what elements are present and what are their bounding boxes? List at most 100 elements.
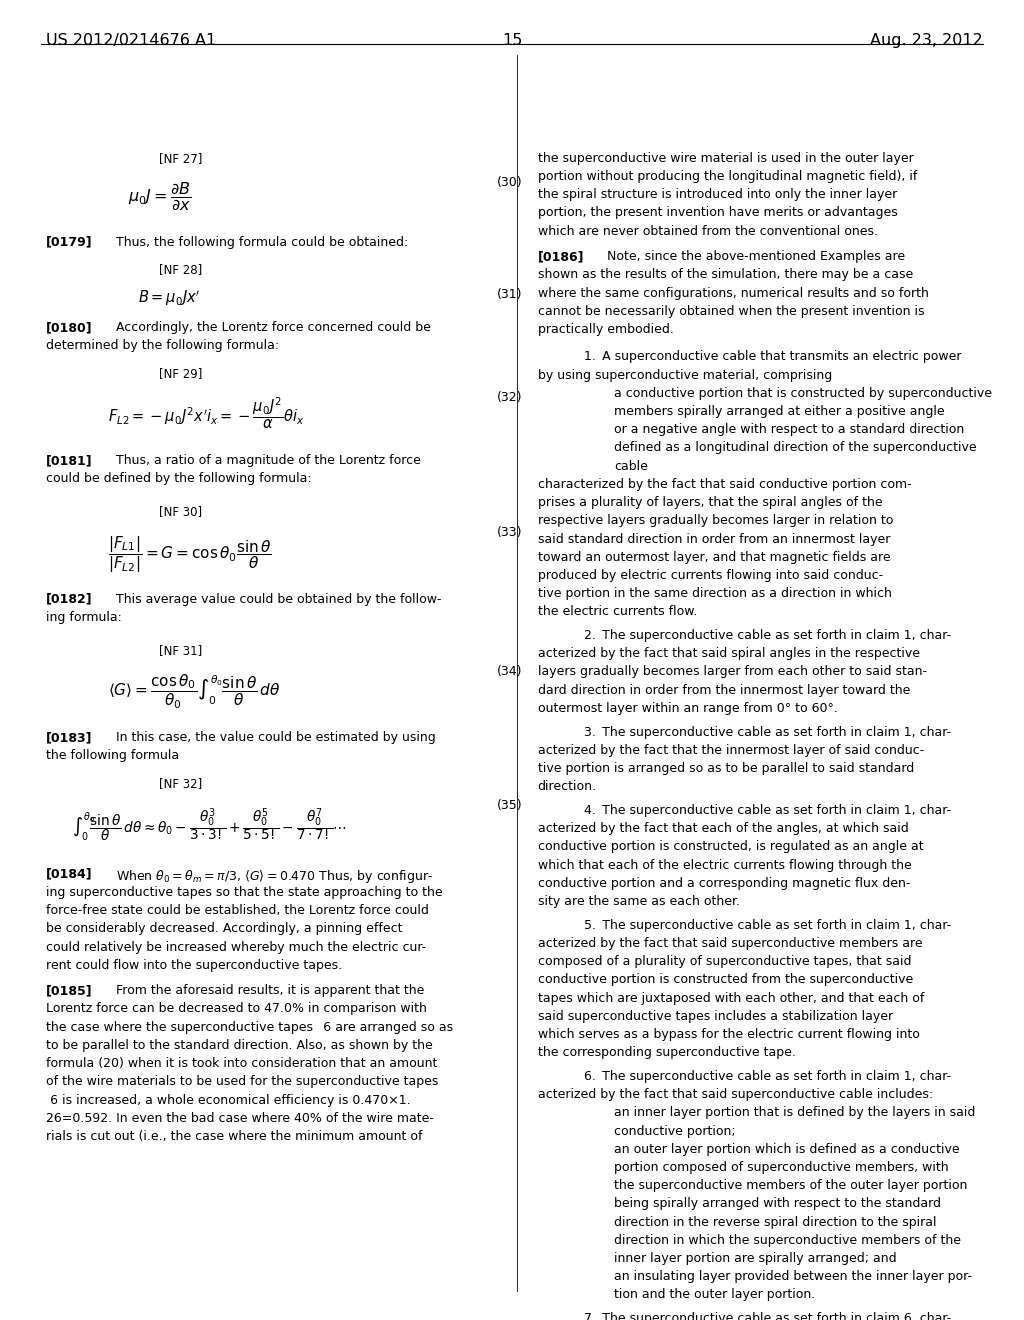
Text: a conductive portion that is constructed by superconductive: a conductive portion that is constructed… xyxy=(614,387,992,400)
Text: 26=0.592. In even the bad case where 40% of the wire mate-: 26=0.592. In even the bad case where 40%… xyxy=(46,1111,434,1125)
Text: the spiral structure is introduced into only the inner layer: the spiral structure is introduced into … xyxy=(538,189,897,201)
Text: an inner layer portion that is defined by the layers in said: an inner layer portion that is defined b… xyxy=(614,1106,976,1119)
Text: acterized by the fact that said superconductive cable includes:: acterized by the fact that said supercon… xyxy=(538,1088,933,1101)
Text: sity are the same as each other.: sity are the same as each other. xyxy=(538,895,739,908)
Text: [NF 30]: [NF 30] xyxy=(159,506,202,519)
Text: acterized by the fact that said spiral angles in the respective: acterized by the fact that said spiral a… xyxy=(538,647,920,660)
Text: rials is cut out (i.e., the case where the minimum amount of: rials is cut out (i.e., the case where t… xyxy=(46,1130,423,1143)
Text: 3. The superconductive cable as set forth in claim 1, char-: 3. The superconductive cable as set fort… xyxy=(584,726,951,739)
Text: defined as a longitudinal direction of the superconductive: defined as a longitudinal direction of t… xyxy=(614,441,977,454)
Text: [0185]: [0185] xyxy=(46,985,93,998)
Text: $F_{L2} = -\mu_0 J^2 x^\prime i_x = -\dfrac{\mu_0 J^2}{\alpha}\theta i_x$: $F_{L2} = -\mu_0 J^2 x^\prime i_x = -\df… xyxy=(108,396,304,432)
Text: 6 is increased, a whole economical efficiency is 0.470×1.: 6 is increased, a whole economical effic… xyxy=(46,1093,411,1106)
Text: the electric currents flow.: the electric currents flow. xyxy=(538,606,697,618)
Text: prises a plurality of layers, that the spiral angles of the: prises a plurality of layers, that the s… xyxy=(538,496,883,510)
Text: direction in which the superconductive members of the: direction in which the superconductive m… xyxy=(614,1234,962,1247)
Text: Thus, a ratio of a magnitude of the Lorentz force: Thus, a ratio of a magnitude of the Lore… xyxy=(116,454,421,467)
Text: portion composed of superconductive members, with: portion composed of superconductive memb… xyxy=(614,1162,949,1173)
Text: [0182]: [0182] xyxy=(46,593,93,606)
Text: Thus, the following formula could be obtained:: Thus, the following formula could be obt… xyxy=(116,235,408,248)
Text: which that each of the electric currents flowing through the: which that each of the electric currents… xyxy=(538,858,911,871)
Text: [0186]: [0186] xyxy=(538,251,584,263)
Text: [NF 32]: [NF 32] xyxy=(159,776,202,789)
Text: an insulating layer provided between the inner layer por-: an insulating layer provided between the… xyxy=(614,1270,973,1283)
Text: [0184]: [0184] xyxy=(46,867,93,880)
Text: $\mu_0 J = \dfrac{\partial B}{\partial x}$: $\mu_0 J = \dfrac{\partial B}{\partial x… xyxy=(128,181,191,213)
Text: $\langle G\rangle = \dfrac{\cos\theta_0}{\theta_0}\int_0^{\theta_0}\dfrac{\sin\t: $\langle G\rangle = \dfrac{\cos\theta_0}… xyxy=(108,673,281,711)
Text: Note, since the above-mentioned Examples are: Note, since the above-mentioned Examples… xyxy=(607,251,905,263)
Text: tion and the outer layer portion.: tion and the outer layer portion. xyxy=(614,1288,816,1302)
Text: direction.: direction. xyxy=(538,780,597,793)
Text: direction in the reverse spiral direction to the spiral: direction in the reverse spiral directio… xyxy=(614,1216,937,1229)
Text: toward an outermost layer, and that magnetic fields are: toward an outermost layer, and that magn… xyxy=(538,550,890,564)
Text: respective layers gradually becomes larger in relation to: respective layers gradually becomes larg… xyxy=(538,515,893,527)
Text: the case where the superconductive tapes   6 are arranged so as: the case where the superconductive tapes… xyxy=(46,1020,454,1034)
Text: ing superconductive tapes so that the state approaching to the: ing superconductive tapes so that the st… xyxy=(46,886,442,899)
Text: practically embodied.: practically embodied. xyxy=(538,323,674,337)
Text: rent could flow into the superconductive tapes.: rent could flow into the superconductive… xyxy=(46,958,342,972)
Text: cable: cable xyxy=(614,459,648,473)
Text: (32): (32) xyxy=(497,391,522,404)
Text: members spirally arranged at either a positive angle: members spirally arranged at either a po… xyxy=(614,405,945,418)
Text: 15: 15 xyxy=(502,33,522,48)
Text: which serves as a bypass for the electric current flowing into: which serves as a bypass for the electri… xyxy=(538,1028,920,1041)
Text: an outer layer portion which is defined as a conductive: an outer layer portion which is defined … xyxy=(614,1143,961,1156)
Text: or a negative angle with respect to a standard direction: or a negative angle with respect to a st… xyxy=(614,424,965,436)
Text: 6. The superconductive cable as set forth in claim 1, char-: 6. The superconductive cable as set fort… xyxy=(584,1071,951,1082)
Text: (31): (31) xyxy=(497,289,522,301)
Text: formula (20) when it is took into consideration that an amount: formula (20) when it is took into consid… xyxy=(46,1057,437,1071)
Text: This average value could be obtained by the follow-: This average value could be obtained by … xyxy=(116,593,441,606)
Text: composed of a plurality of superconductive tapes, that said: composed of a plurality of superconducti… xyxy=(538,956,911,968)
Text: which are never obtained from the conventional ones.: which are never obtained from the conven… xyxy=(538,224,878,238)
Text: (30): (30) xyxy=(497,176,522,189)
Text: acterized by the fact that said superconductive members are: acterized by the fact that said supercon… xyxy=(538,937,923,950)
Text: [0183]: [0183] xyxy=(46,731,92,744)
Text: $\dfrac{|F_{L1}|}{|F_{L2}|} = G = \cos\theta_0\dfrac{\sin\theta}{\theta}$: $\dfrac{|F_{L1}|}{|F_{L2}|} = G = \cos\t… xyxy=(108,535,271,576)
Text: $B{=}\mu_0 Jx^\prime$: $B{=}\mu_0 Jx^\prime$ xyxy=(138,289,201,308)
Text: of the wire materials to be used for the superconductive tapes: of the wire materials to be used for the… xyxy=(46,1076,438,1089)
Text: 5. The superconductive cable as set forth in claim 1, char-: 5. The superconductive cable as set fort… xyxy=(584,919,951,932)
Text: 7. The superconductive cable as set forth in claim 6, char-: 7. The superconductive cable as set fort… xyxy=(584,1312,951,1320)
Text: (35): (35) xyxy=(497,799,522,812)
Text: [NF 29]: [NF 29] xyxy=(159,367,202,380)
Text: [0181]: [0181] xyxy=(46,454,93,467)
Text: cannot be necessarily obtained when the present invention is: cannot be necessarily obtained when the … xyxy=(538,305,924,318)
Text: ing formula:: ing formula: xyxy=(46,611,122,624)
Text: conductive portion and a corresponding magnetic flux den-: conductive portion and a corresponding m… xyxy=(538,876,910,890)
Text: could be defined by the following formula:: could be defined by the following formul… xyxy=(46,473,311,486)
Text: From the aforesaid results, it is apparent that the: From the aforesaid results, it is appare… xyxy=(116,985,424,998)
Text: force-free state could be established, the Lorentz force could: force-free state could be established, t… xyxy=(46,904,429,917)
Text: where the same configurations, numerical results and so forth: where the same configurations, numerical… xyxy=(538,286,929,300)
Text: $\int_0^{\theta_0}\!\!\dfrac{\sin\theta}{\theta}\,d\theta \approx \theta_0 - \df: $\int_0^{\theta_0}\!\!\dfrac{\sin\theta}… xyxy=(72,805,346,843)
Text: Aug. 23, 2012: Aug. 23, 2012 xyxy=(870,33,983,48)
Text: tapes which are juxtaposed with each other, and that each of: tapes which are juxtaposed with each oth… xyxy=(538,991,924,1005)
Text: (34): (34) xyxy=(497,665,522,678)
Text: US 2012/0214676 A1: US 2012/0214676 A1 xyxy=(46,33,216,48)
Text: characterized by the fact that said conductive portion com-: characterized by the fact that said cond… xyxy=(538,478,911,491)
Text: the corresponding superconductive tape.: the corresponding superconductive tape. xyxy=(538,1047,796,1059)
Text: shown as the results of the simulation, there may be a case: shown as the results of the simulation, … xyxy=(538,268,912,281)
Text: determined by the following formula:: determined by the following formula: xyxy=(46,339,280,352)
Text: conductive portion is constructed from the superconductive: conductive portion is constructed from t… xyxy=(538,973,912,986)
Text: be considerably decreased. Accordingly, a pinning effect: be considerably decreased. Accordingly, … xyxy=(46,923,402,936)
Text: [0179]: [0179] xyxy=(46,235,93,248)
Text: When $\theta_0{=}\theta_m{=}\pi/3$, $\langle G\rangle{=}0.470$ Thus, by configur: When $\theta_0{=}\theta_m{=}\pi/3$, $\la… xyxy=(116,867,433,884)
Text: [NF 28]: [NF 28] xyxy=(159,263,202,276)
Text: the following formula: the following formula xyxy=(46,750,179,762)
Text: could relatively be increased whereby much the electric cur-: could relatively be increased whereby mu… xyxy=(46,941,426,953)
Text: said standard direction in order from an innermost layer: said standard direction in order from an… xyxy=(538,532,890,545)
Text: produced by electric currents flowing into said conduc-: produced by electric currents flowing in… xyxy=(538,569,883,582)
Text: said superconductive tapes includes a stabilization layer: said superconductive tapes includes a st… xyxy=(538,1010,893,1023)
Text: [NF 31]: [NF 31] xyxy=(159,644,202,656)
Text: Lorentz force can be decreased to 47.0% in comparison with: Lorentz force can be decreased to 47.0% … xyxy=(46,1002,427,1015)
Text: 2. The superconductive cable as set forth in claim 1, char-: 2. The superconductive cable as set fort… xyxy=(584,630,951,642)
Text: the superconductive wire material is used in the outer layer: the superconductive wire material is use… xyxy=(538,152,913,165)
Text: to be parallel to the standard direction. Also, as shown by the: to be parallel to the standard direction… xyxy=(46,1039,433,1052)
Text: conductive portion is constructed, is regulated as an angle at: conductive portion is constructed, is re… xyxy=(538,841,924,853)
Text: acterized by the fact that each of the angles, at which said: acterized by the fact that each of the a… xyxy=(538,822,908,836)
Text: [0180]: [0180] xyxy=(46,321,93,334)
Text: by using superconductive material, comprising: by using superconductive material, compr… xyxy=(538,368,831,381)
Text: conductive portion;: conductive portion; xyxy=(614,1125,736,1138)
Text: tive portion is arranged so as to be parallel to said standard: tive portion is arranged so as to be par… xyxy=(538,762,913,775)
Text: acterized by the fact that the innermost layer of said conduc-: acterized by the fact that the innermost… xyxy=(538,744,924,756)
